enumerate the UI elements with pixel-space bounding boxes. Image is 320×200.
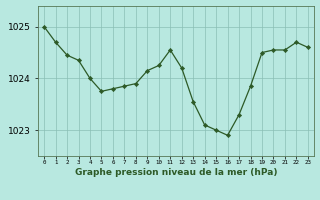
- X-axis label: Graphe pression niveau de la mer (hPa): Graphe pression niveau de la mer (hPa): [75, 168, 277, 177]
